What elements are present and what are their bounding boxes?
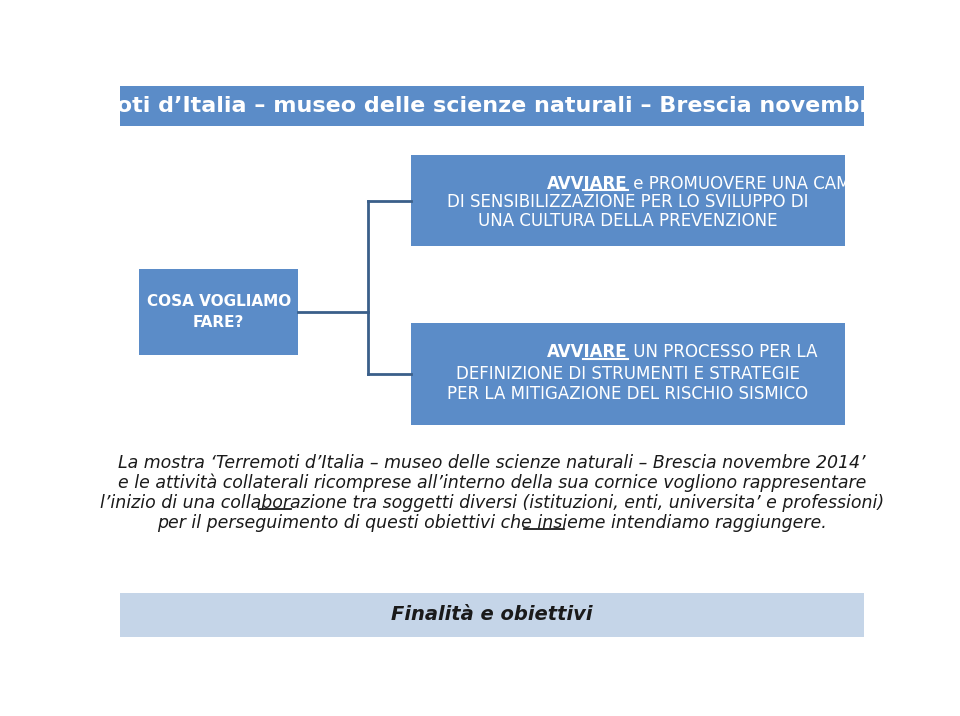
Text: UN PROCESSO PER LA: UN PROCESSO PER LA <box>628 344 817 362</box>
Text: La mostra ‘Terremoti d’Italia – museo delle scienze naturali – Brescia novembre : La mostra ‘Terremoti d’Italia – museo de… <box>118 454 866 473</box>
Text: PER LA MITIGAZIONE DEL RISCHIO SISMICO: PER LA MITIGAZIONE DEL RISCHIO SISMICO <box>447 385 808 403</box>
Text: l’inizio di una collaborazione tra soggetti diversi (istituzioni, enti, universi: l’inizio di una collaborazione tra sogge… <box>100 494 884 512</box>
Text: DI SENSIBILIZZAZIONE PER LO SVILUPPO DI: DI SENSIBILIZZAZIONE PER LO SVILUPPO DI <box>446 193 808 211</box>
FancyBboxPatch shape <box>139 269 299 355</box>
Text: AVVIARE: AVVIARE <box>547 344 628 362</box>
FancyBboxPatch shape <box>120 86 864 126</box>
Text: per il perseguimento di questi obiettivi che insieme intendiamo raggiungere.: per il perseguimento di questi obiettivi… <box>157 514 827 532</box>
Text: e PROMUOVERE UNA CAMPAGNA: e PROMUOVERE UNA CAMPAGNA <box>628 175 907 193</box>
Text: DEFINIZIONE DI STRUMENTI E STRATEGIE: DEFINIZIONE DI STRUMENTI E STRATEGIE <box>456 365 800 383</box>
FancyBboxPatch shape <box>411 323 845 425</box>
Text: e le attività collaterali ricomprese all’interno della sua cornice vogliono rapp: e le attività collaterali ricomprese all… <box>118 474 866 493</box>
Text: Finalità e obiettivi: Finalità e obiettivi <box>392 606 592 624</box>
Text: UNA CULTURA DELLA PREVENZIONE: UNA CULTURA DELLA PREVENZIONE <box>478 212 778 230</box>
Text: COSA VOGLIAMO
FARE?: COSA VOGLIAMO FARE? <box>147 294 291 330</box>
Text: AVVIARE: AVVIARE <box>547 175 628 193</box>
FancyBboxPatch shape <box>411 155 845 246</box>
FancyBboxPatch shape <box>120 593 864 637</box>
Text: Terremoti d’Italia – museo delle scienze naturali – Brescia novembre 2014: Terremoti d’Italia – museo delle scienze… <box>29 96 955 116</box>
